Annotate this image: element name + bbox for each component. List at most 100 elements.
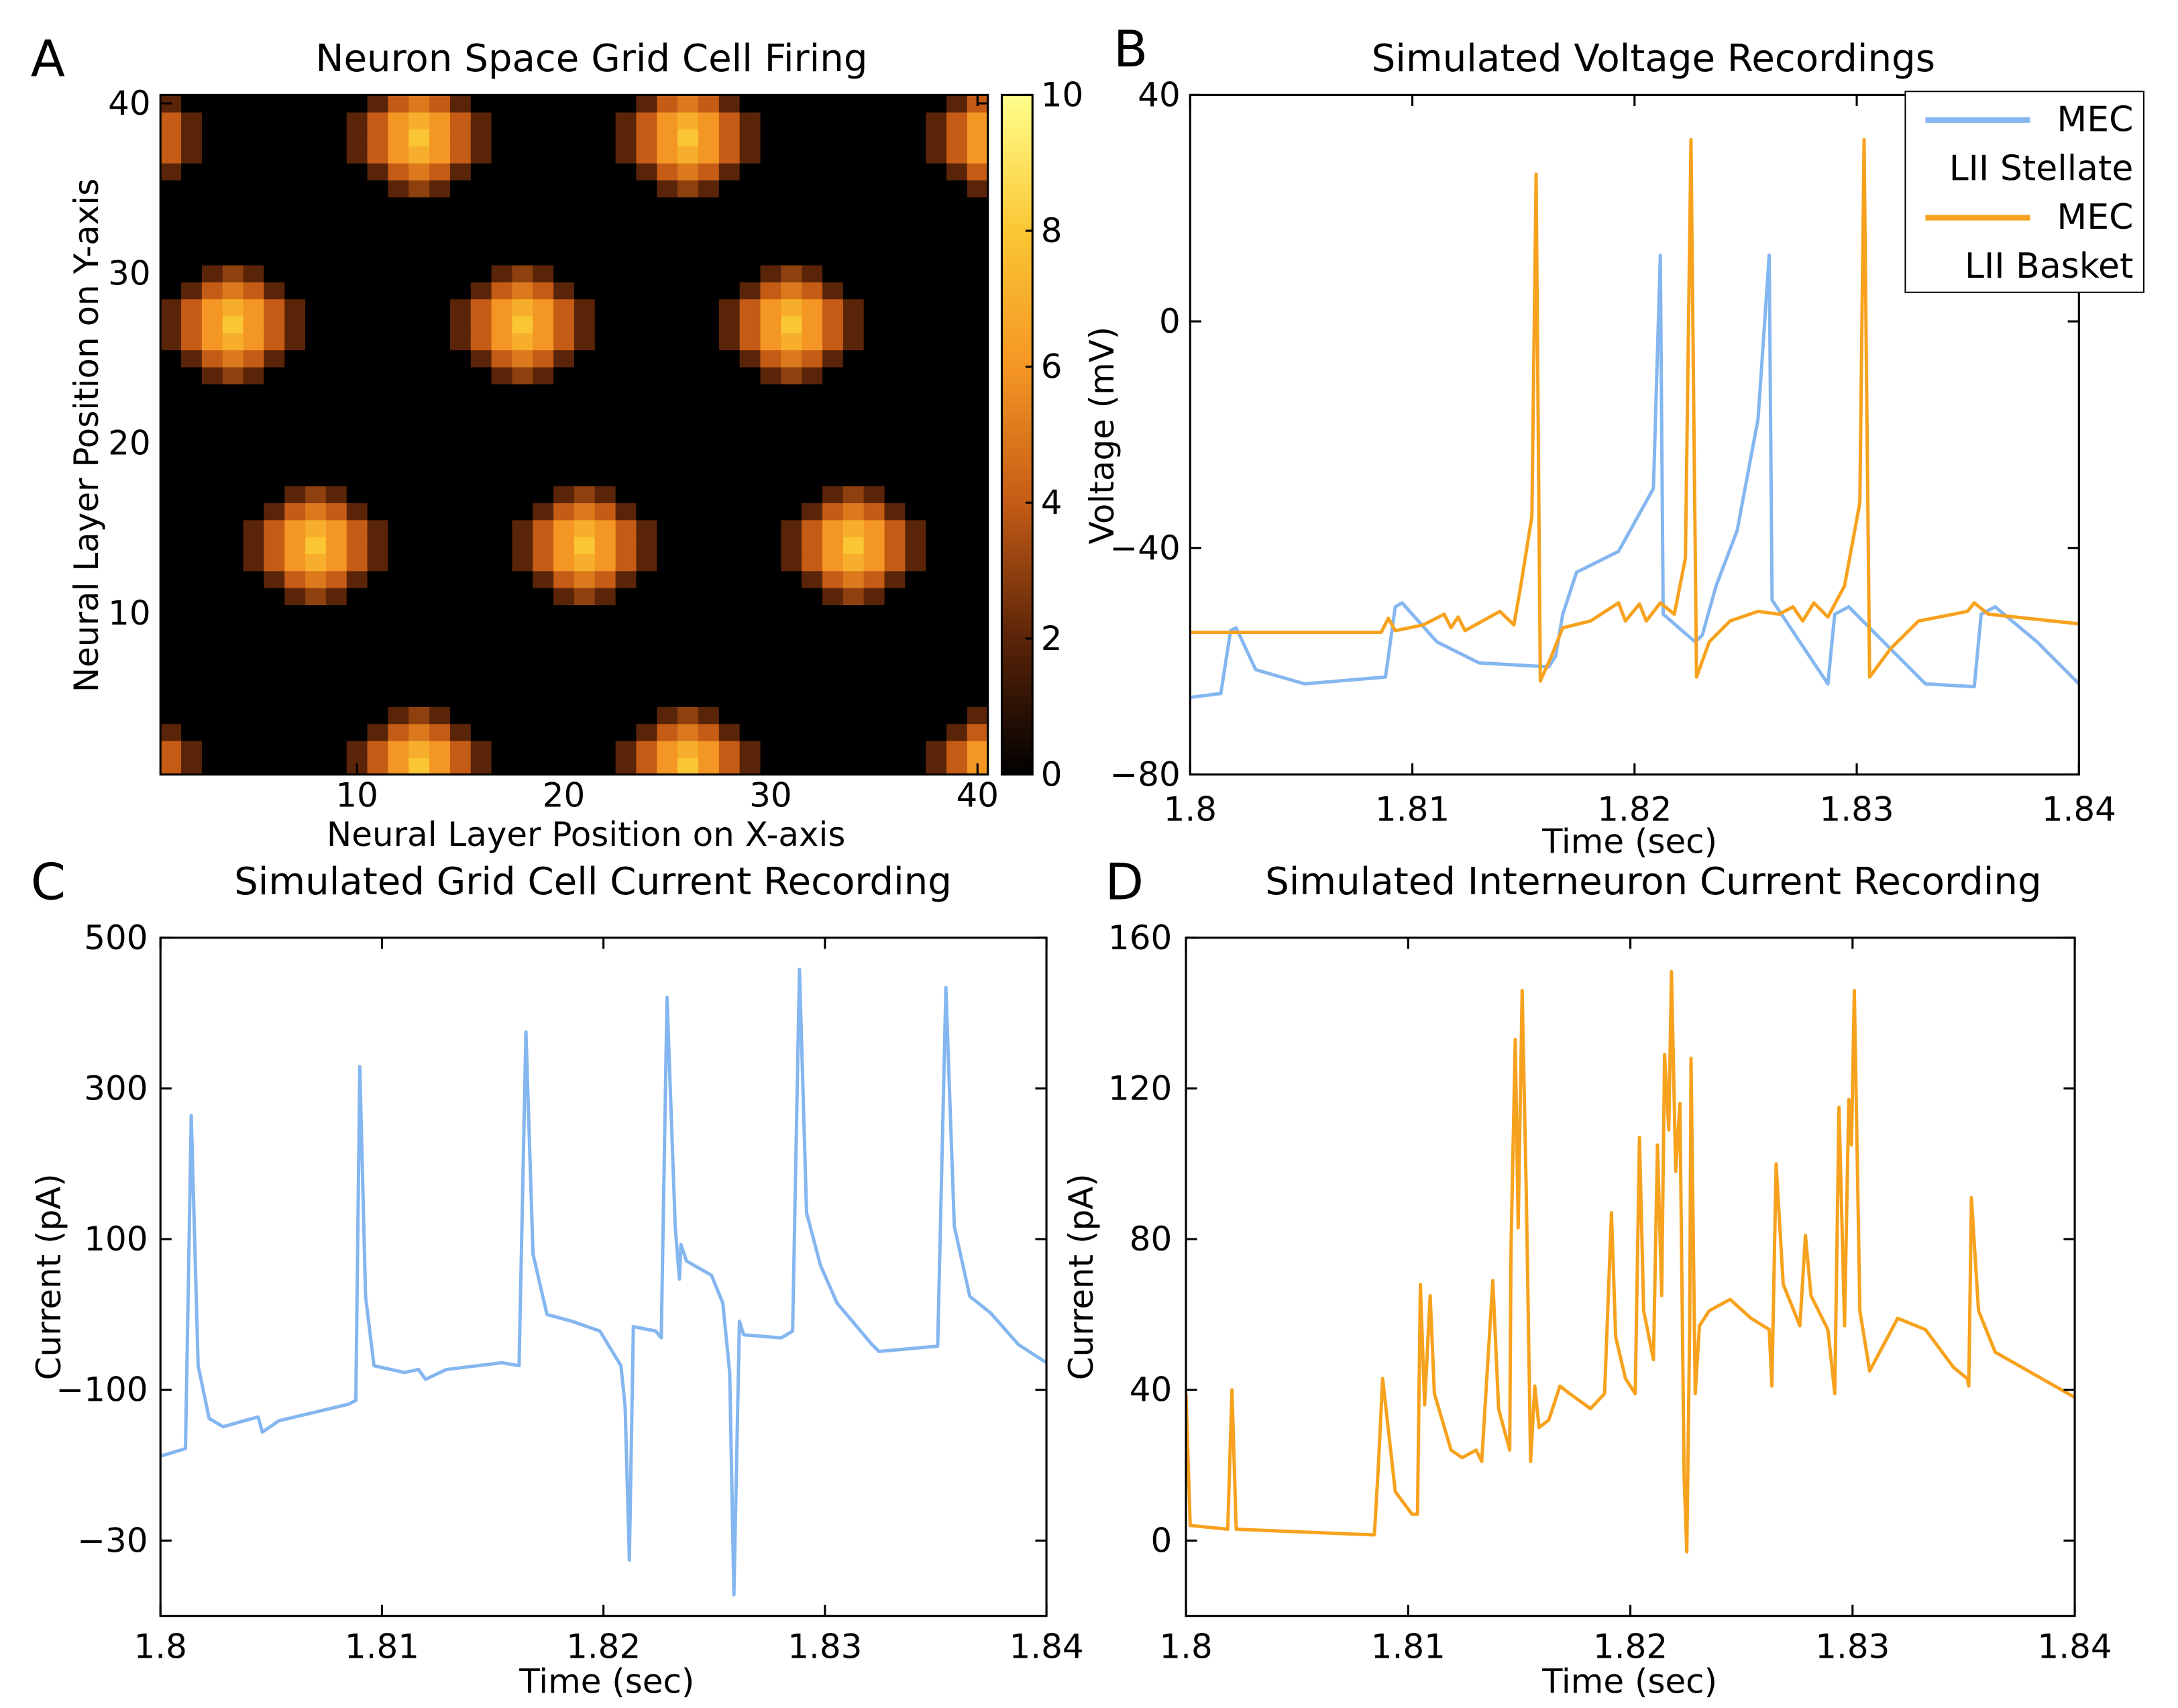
heatmap-cell (926, 146, 947, 164)
heatmap-cell (201, 536, 223, 555)
heatmap-cell (409, 129, 430, 147)
heatmap-cell (760, 350, 782, 368)
heatmap-cell (388, 587, 410, 606)
heatmap-cell (884, 129, 906, 147)
heatmap-cell (470, 350, 492, 368)
heatmap-cell (367, 434, 389, 453)
heatmap-cell (449, 587, 472, 606)
heatmap-cell (760, 213, 782, 231)
plot-frame (159, 937, 1048, 1617)
heatmap-cell (325, 468, 347, 486)
heatmap-cell (243, 146, 265, 164)
heatmap-cell (222, 672, 244, 690)
heatmap-cell (926, 672, 947, 690)
legend-box: MEC LII Stellate MEC LII Basket (1904, 91, 2145, 293)
heatmap-cell (905, 231, 927, 249)
heatmap-cell (449, 740, 472, 758)
heatmap-cell (698, 162, 720, 180)
heatmap-cell (346, 299, 368, 317)
heatmap-cell (429, 672, 451, 690)
heatmap-cell (822, 689, 844, 707)
heatmap-cell (967, 485, 989, 504)
heatmap-cell (305, 383, 327, 402)
heatmap-cell (905, 401, 927, 419)
heatmap-cell (884, 689, 906, 707)
heatmap-cell (533, 536, 554, 555)
heatmap-cell (284, 485, 306, 504)
heatmap-cell (615, 197, 637, 215)
heatmap-cell (409, 299, 430, 317)
heatmap-cell (325, 689, 347, 707)
heatmap-cell (802, 315, 823, 333)
heatmap-cell (470, 655, 492, 674)
x-tick-label: 1.82 (1593, 1627, 1668, 1666)
heatmap-cell (657, 638, 678, 656)
heatmap-cell (388, 706, 410, 725)
heatmap-cell (305, 723, 327, 741)
heatmap-cell (325, 485, 347, 504)
heatmap-cell (822, 129, 844, 147)
heatmap-cell (470, 672, 492, 690)
heatmap-cell (346, 621, 368, 639)
heatmap-cell (615, 434, 637, 453)
heatmap-cell (739, 332, 761, 351)
heatmap-cell (533, 129, 554, 147)
heatmap-cell (946, 383, 968, 402)
heatmap-cell (822, 401, 844, 419)
heatmap-cell (346, 231, 368, 249)
heatmap-cell (615, 350, 637, 368)
colorbar-tick-label: 2 (1041, 619, 1063, 658)
heatmap-cell (449, 129, 472, 147)
heatmap-cell (470, 757, 492, 776)
heatmap-cell (346, 332, 368, 351)
heatmap-cell (594, 111, 616, 129)
heatmap-cell (284, 401, 306, 419)
heatmap-cell (884, 468, 906, 486)
heatmap-cell (657, 587, 678, 606)
heatmap-cell (201, 434, 223, 453)
heatmap-cell (574, 706, 596, 725)
heatmap-cell (698, 299, 720, 317)
heatmap-cell (677, 638, 699, 656)
heatmap-cell (429, 502, 451, 521)
heatmap-cell (842, 434, 865, 453)
heatmap-cell (201, 621, 223, 639)
heatmap-cell (160, 213, 182, 231)
heatmap-cell (181, 723, 203, 741)
heatmap-cell (946, 621, 968, 639)
heatmap-cell (905, 282, 927, 300)
heatmap-cell (201, 638, 223, 656)
heatmap-cell (884, 757, 906, 776)
heatmap-cell (160, 350, 182, 368)
heatmap-cell (388, 604, 410, 623)
heatmap-cell (967, 417, 989, 435)
heatmap-cell (905, 740, 927, 758)
heatmap-cell (760, 485, 782, 504)
heatmap-cell (512, 485, 534, 504)
heatmap-cell (512, 519, 534, 537)
heatmap-cell (305, 451, 327, 470)
heatmap-cells (160, 95, 989, 776)
heatmap-cell (367, 757, 389, 776)
heatmap-cell (409, 197, 430, 215)
heatmap-cell (905, 213, 927, 231)
heatmap-cell (594, 621, 616, 639)
heatmap-cell (367, 536, 389, 555)
heatmap-cell (305, 282, 327, 300)
heatmap-cell (946, 417, 968, 435)
heatmap-cell (615, 231, 637, 249)
heatmap-cell (533, 248, 554, 266)
heatmap-cell (491, 757, 513, 776)
heatmap-cell (574, 197, 596, 215)
heatmap-cell (594, 740, 616, 758)
heatmap-cell (470, 570, 492, 588)
heatmap-cell (284, 180, 306, 198)
heatmap-cell (181, 264, 203, 282)
heatmap-cell (449, 434, 472, 453)
heatmap-cell (677, 451, 699, 470)
heatmap-cell (222, 417, 244, 435)
heatmap-cell (553, 519, 575, 537)
heatmap-cell (574, 536, 596, 555)
heatmap-cell (884, 621, 906, 639)
heatmap-cell (574, 383, 596, 402)
